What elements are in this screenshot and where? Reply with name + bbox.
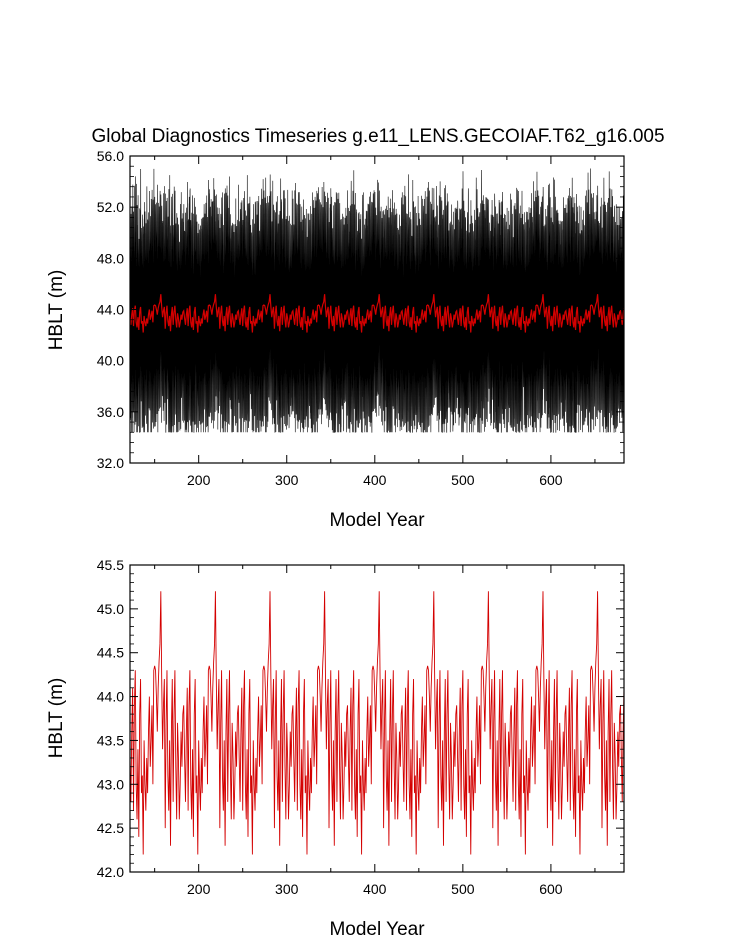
bottom-x-axis-label: Model Year (329, 919, 425, 940)
bottom-panel: 42.0 42.5 43.0 43.5 44.0 44.5 45.0 45.5 200 300 4… (46, 557, 625, 940)
y-tick-label: 43.0 (97, 776, 124, 792)
x-tick-label: 400 (363, 881, 387, 897)
y-tick-label: 32.0 (97, 455, 124, 471)
top-annual-mean-series (130, 294, 624, 333)
bottom-x-tick-labels: 200 300 400 500 600 (187, 881, 563, 897)
top-y-axis-label: HBLT (m) (46, 270, 67, 351)
y-tick-label: 45.0 (97, 601, 124, 617)
y-tick-label: 48.0 (97, 250, 124, 266)
y-tick-label: 36.0 (97, 404, 124, 420)
bottom-annual-mean-series (130, 591, 624, 855)
annual-mean-hblt-line (130, 294, 624, 333)
y-tick-label: 44.0 (97, 302, 124, 318)
y-tick-label: 43.5 (97, 732, 124, 748)
top-x-axis-label: Model Year (329, 510, 425, 531)
monthly-hblt-line (130, 168, 624, 433)
y-tick-label: 52.0 (97, 199, 124, 215)
x-tick-label: 400 (363, 472, 387, 488)
x-tick-label: 300 (275, 881, 299, 897)
bottom-y-tick-labels: 42.0 42.5 43.0 43.5 44.0 44.5 45.0 45.5 (97, 557, 124, 880)
figure-title: Global Diagnostics Timeseries g.e11_LENS… (91, 126, 664, 147)
top-monthly-series (130, 168, 624, 433)
y-tick-label: 44.5 (97, 645, 124, 661)
x-tick-label: 500 (451, 881, 475, 897)
top-axis-ticks (130, 155, 624, 464)
x-tick-label: 500 (451, 472, 475, 488)
x-tick-label: 300 (275, 472, 299, 488)
annual-mean-hblt-line (130, 591, 624, 855)
bottom-plot-frame (129, 564, 625, 873)
top-panel: 32.0 36.0 40.0 44.0 48.0 52.0 56.0 200 300 400 50… (46, 148, 625, 531)
bottom-axis-ticks (130, 564, 624, 873)
top-x-tick-labels: 200 300 400 500 600 (187, 472, 563, 488)
y-tick-label: 45.5 (97, 557, 124, 573)
y-tick-label: 44.0 (97, 689, 124, 705)
x-tick-label: 200 (187, 881, 211, 897)
y-tick-label: 42.0 (97, 864, 124, 880)
x-tick-label: 600 (539, 472, 563, 488)
y-tick-label: 56.0 (97, 148, 124, 164)
y-tick-label: 40.0 (97, 353, 124, 369)
bottom-y-axis-label: HBLT (m) (46, 678, 67, 759)
x-tick-label: 600 (539, 881, 563, 897)
x-tick-label: 200 (187, 472, 211, 488)
y-tick-label: 42.5 (97, 820, 124, 836)
top-y-tick-labels: 32.0 36.0 40.0 44.0 48.0 52.0 56.0 (97, 148, 124, 471)
